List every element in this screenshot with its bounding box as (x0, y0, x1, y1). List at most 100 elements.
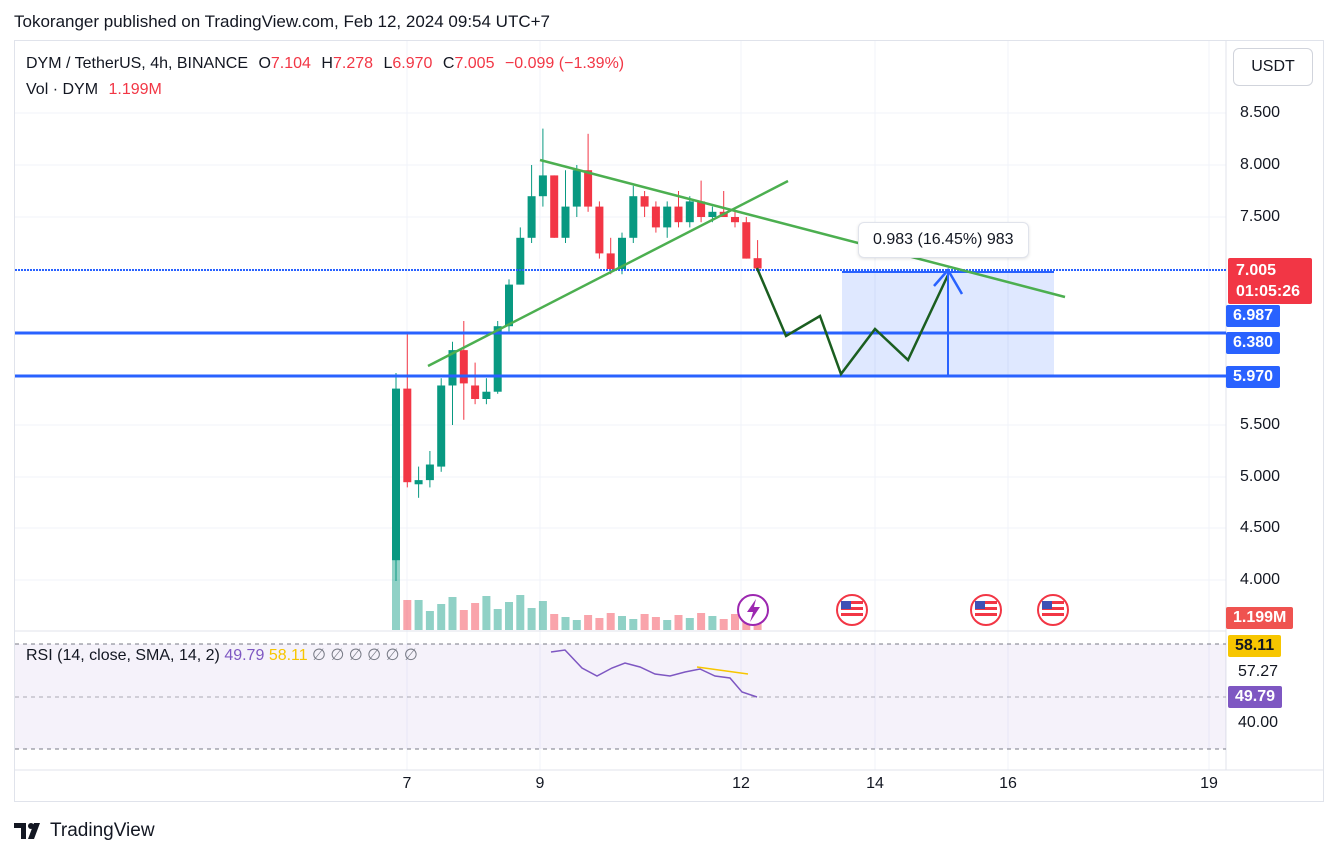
candle-body (414, 480, 423, 485)
volume-bar (640, 614, 649, 630)
volume-bar (697, 613, 706, 630)
candle-body (708, 211, 717, 217)
time-tick: 9 (535, 775, 545, 792)
projected-price-path[interactable] (755, 267, 950, 377)
volume-bar (527, 608, 536, 630)
candle-body (595, 206, 604, 254)
candle-body (527, 196, 536, 238)
volume-bar (584, 615, 593, 630)
candle-body (459, 350, 468, 384)
volume-bar (618, 616, 626, 630)
rsi-tick: 40.00 (1238, 714, 1279, 731)
candle-countdown: 01:05:26 (1236, 283, 1301, 300)
rsi-empty-values: ∅ ∅ ∅ ∅ ∅ ∅ (312, 647, 418, 664)
tradingview-logo[interactable]: TradingView (14, 820, 155, 842)
time-tick: 16 (999, 775, 1017, 792)
price-tick: 4.500 (1240, 519, 1281, 536)
volume-bar (437, 604, 446, 630)
candle-body (505, 284, 513, 327)
rsi-tick: 57.27 (1238, 663, 1279, 680)
price-tick: 8.000 (1240, 156, 1281, 173)
volume-badge: 1.199M (1226, 607, 1294, 629)
time-tick: 12 (732, 775, 750, 792)
us-flag-event-icon[interactable] (836, 594, 868, 626)
candle-body (550, 175, 559, 238)
measure-arrowhead (933, 267, 964, 295)
candle-body (482, 391, 491, 399)
rsi-line (550, 649, 758, 698)
trendline-lower[interactable] (427, 179, 789, 368)
candle-body (538, 175, 547, 197)
high-label: H (321, 55, 333, 72)
volume-value: 1.199M (108, 81, 162, 98)
volume-bar (550, 614, 559, 630)
volume-bar (538, 601, 547, 630)
candle-body (437, 385, 446, 467)
volume-bar (629, 619, 638, 630)
volume-bar (651, 617, 660, 630)
volume-bar (505, 602, 513, 630)
open-label: O (258, 55, 271, 72)
volume-bar (561, 617, 570, 630)
volume-bar (674, 615, 683, 630)
publisher-line: Tokoranger published on TradingView.com,… (14, 12, 550, 31)
volume-bar (425, 611, 434, 630)
candle-body (753, 258, 762, 269)
rsi-name[interactable]: RSI (14, close, SMA, 14, 2) (26, 647, 220, 664)
close-label: C (442, 55, 455, 72)
candle-body (731, 217, 739, 223)
rsi-value: 49.79 (224, 647, 265, 664)
candle-body (651, 206, 660, 228)
chart-frame (14, 40, 1324, 802)
high-value: 7.278 (332, 55, 374, 72)
time-tick: 19 (1200, 775, 1218, 792)
candle-body (618, 237, 626, 269)
volume-bar (708, 616, 717, 630)
close-value: 7.005 (454, 55, 495, 72)
volume-label[interactable]: Vol · DYM (26, 81, 99, 98)
candlestick-series (392, 128, 762, 581)
volume-bars (392, 555, 762, 630)
candle-body (392, 388, 400, 561)
price-tick: 5.000 (1240, 468, 1281, 485)
candle-body (425, 464, 434, 481)
us-flag-event-icon[interactable] (970, 594, 1002, 626)
us-flag-event-icon[interactable] (1037, 594, 1069, 626)
measure-tooltip[interactable]: 0.983 (16.45%) 983 (858, 222, 1029, 258)
tradingview-logo-icon (14, 823, 40, 839)
lightning-event-icon[interactable] (737, 594, 769, 626)
rsi-legend: RSI (14, close, SMA, 14, 2) 49.79 58.11 … (26, 645, 418, 665)
volume-bar (731, 614, 739, 630)
grid-lines (15, 41, 1226, 770)
volume-bar (471, 603, 480, 630)
volume-bar (663, 620, 672, 630)
candle-body (629, 196, 638, 238)
candle-body (663, 206, 672, 228)
level-badge-top: 6.987 (1226, 305, 1281, 327)
ohlc-legend: DYM / TetherUS, 4h, BINANCE O7.104 H7.27… (26, 55, 630, 73)
time-tick: 14 (866, 775, 884, 792)
price-tick: 4.000 (1240, 571, 1281, 588)
volume-bar (516, 595, 525, 630)
currency-button[interactable]: USDT (1233, 48, 1313, 86)
candle-body (742, 222, 751, 259)
candle-body (403, 388, 412, 483)
time-tick: 7 (402, 775, 412, 792)
change-value: −0.099 (−1.39%) (504, 55, 625, 72)
trendline-upper[interactable] (539, 158, 1066, 299)
rsi-sma-value: 58.11 (268, 647, 308, 664)
rsi-divergence-line[interactable] (696, 666, 749, 675)
low-value: 6.970 (392, 55, 433, 72)
candle-body (471, 385, 480, 399)
candle-body (448, 350, 457, 386)
rsi-sma-badge: 58.11 (1228, 635, 1282, 657)
volume-bar (685, 618, 694, 630)
level-badge-low: 5.970 (1226, 366, 1281, 388)
tradingview-logo-text: TradingView (50, 820, 155, 841)
volume-bar (719, 619, 728, 630)
symbol-label[interactable]: DYM / TetherUS, 4h, BINANCE (26, 55, 248, 72)
candle-body (674, 206, 683, 223)
low-label: L (383, 55, 393, 72)
rsi-value-badge: 49.79 (1228, 686, 1283, 708)
